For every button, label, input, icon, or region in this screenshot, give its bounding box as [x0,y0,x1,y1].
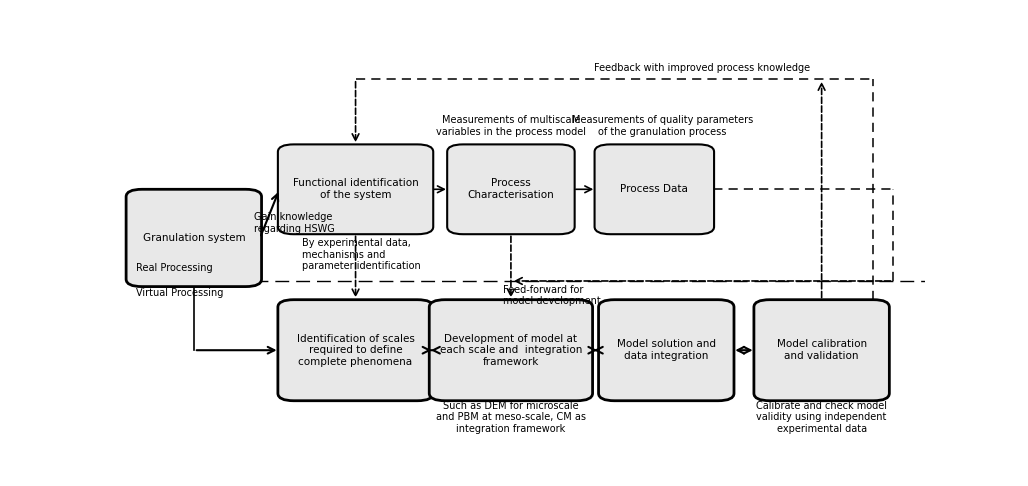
Text: Feedback with improved process knowledge: Feedback with improved process knowledge [594,63,810,73]
Text: Measurements of multiscale
variables in the process model: Measurements of multiscale variables in … [436,115,586,137]
Text: Such as DEM for microscale
and PBM at meso-scale, CM as
integration framework: Such as DEM for microscale and PBM at me… [436,401,586,434]
FancyBboxPatch shape [278,300,433,401]
FancyBboxPatch shape [598,300,734,401]
Text: Functional identification
of the system: Functional identification of the system [293,178,418,200]
FancyBboxPatch shape [447,144,575,234]
Text: Measurements of quality parameters
of the granulation process: Measurements of quality parameters of th… [572,115,752,137]
Text: Feed-forward for
model development: Feed-forward for model development [503,285,600,306]
FancyBboxPatch shape [278,144,433,234]
Text: Calibrate and check model
validity using independent
experimental data: Calibrate and check model validity using… [757,401,887,434]
Text: Development of model at
each scale and  integration
framework: Development of model at each scale and i… [440,333,582,367]
FancyBboxPatch shape [594,144,714,234]
Text: Virtual Processing: Virtual Processing [137,289,224,298]
Text: Process
Characterisation: Process Characterisation [468,178,554,200]
Text: Model solution and
data integration: Model solution and data integration [617,339,715,361]
Text: Identification of scales
required to define
complete phenomena: Identification of scales required to def… [297,333,414,367]
FancyBboxPatch shape [430,300,592,401]
Text: Gain knowledge
regarding HSWG: Gain knowledge regarding HSWG [254,212,334,234]
Text: Real Processing: Real Processing [137,263,213,274]
Text: Granulation system: Granulation system [143,233,245,243]
FancyBboxPatch shape [754,300,889,401]
Text: Process Data: Process Data [620,184,689,194]
FancyBboxPatch shape [126,189,261,287]
Text: Model calibration
and validation: Model calibration and validation [776,339,867,361]
Text: By experimental data,
mechanisms and
parameter identification: By experimental data, mechanisms and par… [302,238,420,271]
